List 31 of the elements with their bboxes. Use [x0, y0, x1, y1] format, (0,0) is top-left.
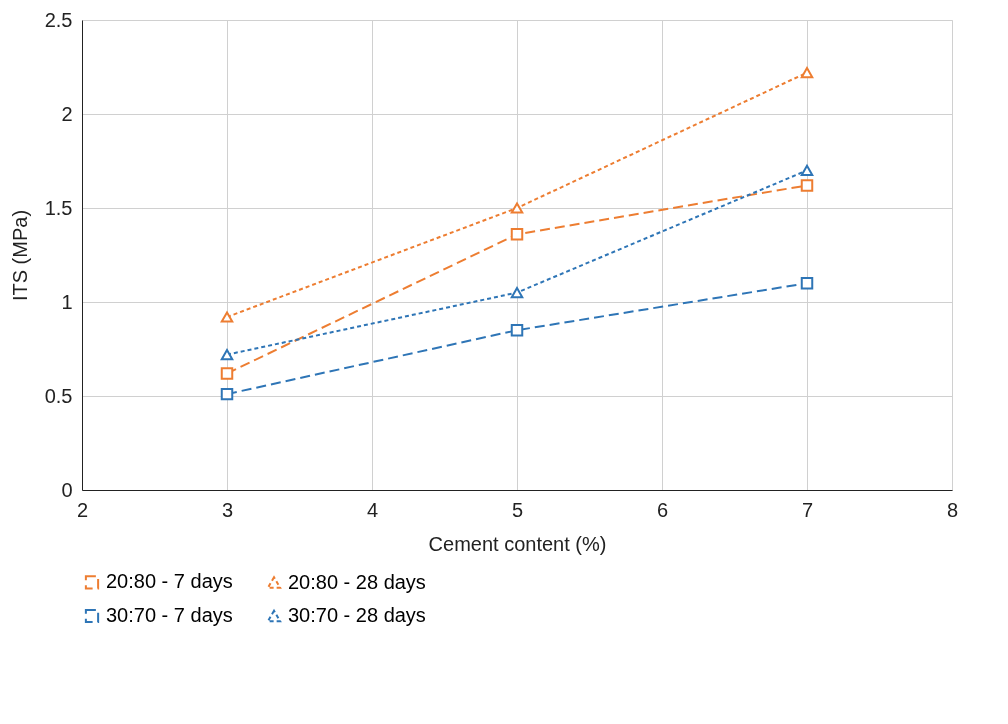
y-tick-label: 1.5 — [44, 196, 73, 219]
point — [220, 349, 234, 361]
point — [220, 367, 234, 380]
x-tick-label: 7 — [801, 498, 814, 521]
x-tick-label: 8 — [946, 498, 959, 521]
y-tick-label: 2 — [61, 102, 73, 125]
point — [800, 67, 814, 79]
x-tick-label: 6 — [656, 498, 669, 521]
point — [800, 276, 814, 290]
point — [510, 323, 524, 337]
point — [510, 202, 524, 214]
legend-label: 30:70 - 28 days — [288, 604, 426, 626]
x-tick-label: 2 — [76, 498, 89, 521]
y-tick-label: 0.5 — [44, 384, 73, 407]
x-tick-label: 5 — [511, 498, 524, 521]
point — [800, 164, 814, 176]
point — [220, 311, 234, 323]
y-tick-label: 1 — [61, 290, 73, 313]
point — [510, 287, 524, 299]
y-axis-title: ITS (MPa) — [8, 209, 31, 302]
legend-label: 30:70 - 7 days — [106, 604, 233, 626]
x-axis-title: Cement content (%) — [428, 532, 607, 555]
point — [220, 387, 234, 401]
x-tick-label: 4 — [366, 498, 379, 521]
point — [510, 228, 524, 241]
y-tick-label: 0 — [61, 478, 73, 501]
point — [800, 179, 814, 192]
legend-label: 20:80 - 28 days — [288, 570, 426, 593]
x-tick-label: 3 — [221, 498, 234, 521]
legend-label: 20:80 - 7 days — [106, 570, 233, 593]
y-tick-label: 2.5 — [44, 8, 73, 31]
